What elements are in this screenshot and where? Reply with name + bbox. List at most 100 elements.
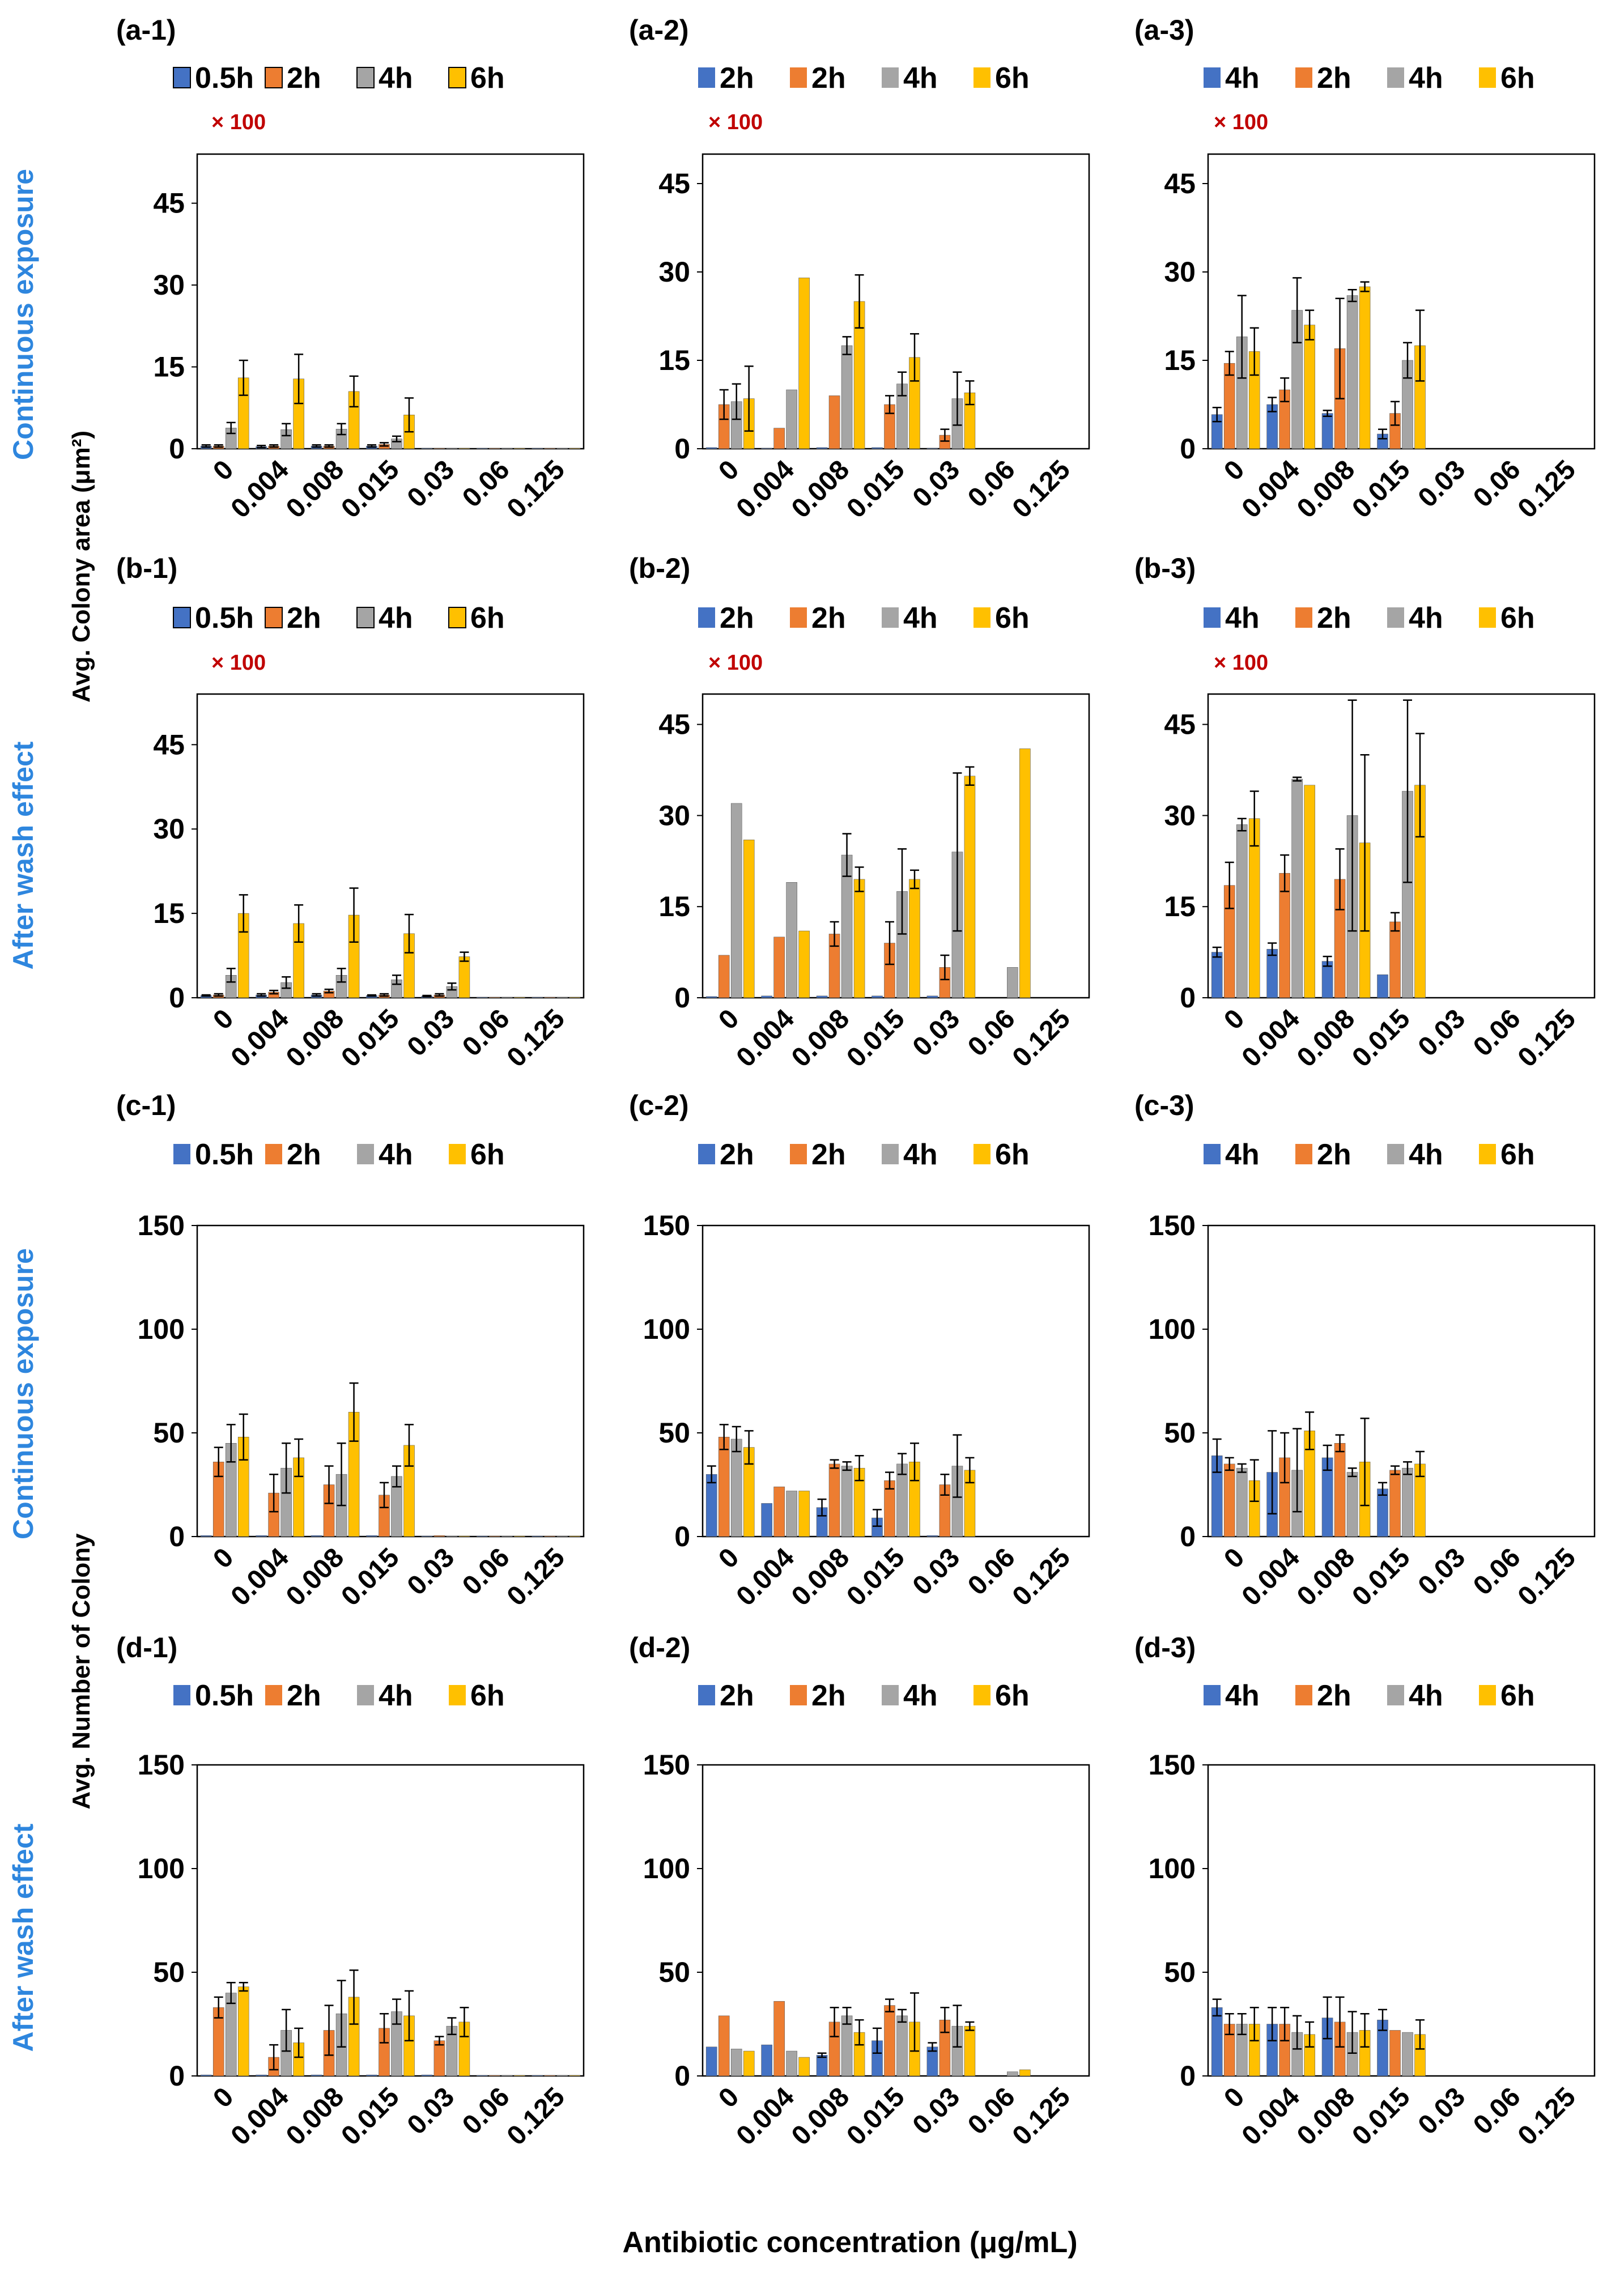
y-tick-label: 150 — [643, 1210, 690, 1241]
legend-label: 0.5h — [195, 602, 254, 635]
bar-6h-0.06 — [514, 448, 525, 449]
y-tick-label: 150 — [643, 1749, 690, 1781]
chart-b-1: (b-1)0.5h 2h 4h 6h× 100015304500.0040.0080.… — [116, 552, 585, 1073]
bar-4h-0.004 — [786, 882, 797, 998]
bar-2h-0.015 — [1389, 921, 1401, 998]
legend-label: 4h — [379, 1679, 413, 1712]
chart-d-1: (d-1)0.5h 2h 4h 6h05010015000.0040.0080.015… — [116, 1632, 585, 2151]
plot-frame — [196, 153, 585, 450]
bar-2h-0.015 — [1389, 1470, 1401, 1537]
legend-label: 2h — [811, 1138, 846, 1171]
legend: 0.5h 2h 4h 6h — [173, 602, 505, 635]
legend-swatch — [1295, 1144, 1312, 1164]
bar-4h-0.008 — [1321, 413, 1333, 449]
legend-swatch — [448, 607, 466, 628]
legend-swatch — [1387, 1144, 1404, 1164]
bar-2h-0.125 — [544, 2075, 556, 2077]
legend-label: 4h — [379, 1138, 413, 1171]
bar-0_5h-0.03 — [421, 448, 433, 449]
x-tick-label: 0.008 — [786, 454, 855, 524]
x-tick-label: 0.03 — [907, 1542, 966, 1601]
y-tick-label: 45 — [1164, 168, 1196, 199]
legend-label: 4h — [1225, 1138, 1260, 1171]
bar-6h-0.06 — [1019, 748, 1031, 998]
bar-4h-0.015 — [896, 2015, 908, 2077]
chart-title: (c-2) — [629, 1090, 689, 1121]
y-tick-label: 45 — [153, 729, 185, 760]
bar-4h-0 — [730, 2049, 742, 2077]
bar-4h-0.03 — [446, 1535, 458, 1537]
legend-swatch — [698, 1685, 715, 1705]
y-tick-label: 150 — [138, 1210, 185, 1241]
chart-title: (c-1) — [116, 1090, 176, 1121]
x-tick-label: 0.004 — [226, 1542, 295, 1612]
bar-2h-0 — [1223, 363, 1235, 449]
legend-label: 4h — [903, 1138, 938, 1171]
bar-4h-0 — [1236, 824, 1248, 998]
legend-swatch — [173, 67, 191, 88]
x-tick-label: 0.125 — [1007, 1542, 1076, 1611]
y-tick-label: 50 — [658, 1956, 690, 1988]
bar-0_5h-0.004 — [256, 2074, 267, 2077]
bar-2h-0 — [705, 1474, 717, 1537]
chart-title: (b-1) — [116, 552, 177, 584]
bar-2h-0.008 — [828, 1463, 840, 1537]
bar-0_5h-0.06 — [477, 1535, 488, 1537]
chart-d-3: (d-3)4h 2h 4h 6h05010015000.0040.0080.0150.… — [1134, 1632, 1596, 2151]
x-tick-label: 0.004 — [1236, 1003, 1306, 1073]
legend-swatch — [698, 1144, 715, 1164]
legend-label: 2h — [1317, 602, 1351, 635]
legend-label: 4h — [1409, 602, 1443, 635]
y-tick-label: 50 — [1164, 1956, 1196, 1988]
bar-2h-0.008 — [816, 995, 828, 998]
x-tick-label: 0.004 — [731, 454, 801, 524]
x-tick-label: 0 — [207, 1542, 239, 1574]
x-tick-label: 0.03 — [1413, 1003, 1472, 1062]
y-tick-label: 15 — [153, 897, 185, 929]
legend-swatch — [1204, 1685, 1221, 1705]
y-tick-label: 0 — [1180, 982, 1196, 1014]
x-tick-label: 0.004 — [1236, 1542, 1306, 1612]
x-tick-label: 0.015 — [335, 1542, 405, 1611]
legend-swatch — [698, 67, 715, 88]
bar-2h-0.06 — [489, 2075, 500, 2077]
multiplier-label: × 100 — [1214, 110, 1268, 134]
x-tick-label: 0.008 — [280, 1542, 350, 1611]
y-tick-label: 30 — [658, 256, 690, 288]
legend-label: 4h — [903, 602, 938, 635]
legend-swatch — [265, 1144, 282, 1164]
legend: 0.5h 2h 4h 6h — [173, 62, 505, 95]
x-tick-label: 0 — [1218, 454, 1250, 486]
legend-swatch — [973, 607, 990, 628]
y-tick-label: 30 — [153, 269, 185, 301]
x-tick-label: 0.004 — [731, 1003, 801, 1073]
x-tick-label: 0.004 — [226, 2082, 295, 2151]
x-tick-label: 0.008 — [786, 1003, 855, 1073]
x-tick-label: 0.004 — [1236, 454, 1306, 524]
x-tick-label: 0 — [207, 2082, 239, 2113]
bar-6h-0.015 — [909, 879, 920, 998]
bar-2h-0.06 — [489, 997, 500, 998]
legend-label: 0.5h — [195, 1679, 254, 1712]
y-tick-label: 50 — [153, 1956, 185, 1988]
legend-label: 2h — [720, 602, 754, 635]
plot-frame — [702, 1764, 1090, 2077]
chart-a-2: (a-2)2h 2h 4h 6h× 100015304500.0040.0080.01… — [629, 14, 1090, 524]
bar-6h-0.03 — [458, 956, 470, 998]
legend-swatch — [882, 1685, 899, 1705]
plot-frame — [702, 153, 1090, 450]
bar-2h-0.008 — [1334, 1443, 1346, 1537]
y-tick-label: 0 — [1180, 433, 1196, 465]
chart-c-2: (c-2)2h 2h 4h 6h05010015000.0040.0080.0150.… — [629, 1090, 1090, 1612]
bar-4h-0.125 — [556, 448, 568, 449]
bar-2h-0 — [1223, 1463, 1235, 1537]
legend-swatch — [698, 607, 715, 628]
bar-2h-0.008 — [816, 447, 828, 449]
bar-0_5h-0.008 — [311, 2074, 322, 2077]
plot-frame — [196, 1764, 585, 2077]
bar-2h-0 — [718, 2015, 730, 2077]
legend-label: 2h — [720, 1679, 754, 1712]
legend-swatch — [973, 1685, 990, 1705]
row-label: Continuous exposure — [7, 169, 39, 460]
legend-swatch — [790, 1685, 807, 1705]
